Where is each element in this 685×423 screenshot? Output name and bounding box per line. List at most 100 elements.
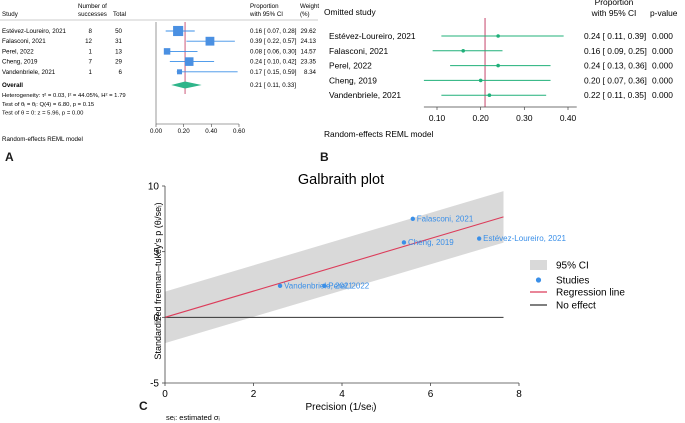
a-study-ci-text: 0.39 [ 0.22, 0.57] — [250, 38, 297, 45]
a-stat-line: Heterogeneity: τ² = 0.03, I² = 44.05%, H… — [2, 93, 126, 99]
a-study-name: Falasconi, 2021 — [2, 38, 46, 45]
a-study-weight: 29.62 — [301, 28, 317, 35]
c-x-tick-label: 8 — [516, 389, 522, 400]
c-study-label: Cheng, 2019 — [408, 238, 454, 247]
a-header-successes-2: successes — [78, 11, 107, 18]
a-x-tick-label: 0.00 — [150, 128, 163, 135]
c-y-tick-label: 0 — [153, 313, 159, 324]
a-study-total: 29 — [115, 59, 122, 66]
b-x-tick-label: 0.10 — [429, 113, 446, 123]
c-y-tick-label: 10 — [148, 182, 160, 193]
c-study-point — [476, 236, 482, 241]
a-study-weight: 8.34 — [304, 69, 317, 76]
a-footnote: Random-effects REML model — [2, 136, 83, 143]
a-study-total: 31 — [115, 38, 122, 45]
a-study-square — [173, 25, 184, 37]
panel-label-c: C — [139, 399, 148, 413]
a-study-name: Perel, 2022 — [2, 48, 34, 55]
a-study-square — [163, 48, 171, 55]
a-study-successes: 12 — [85, 38, 92, 45]
a-study-total: 50 — [115, 28, 122, 35]
b-study-pvalue: 0.000 — [652, 75, 673, 85]
a-study-weight: 24.13 — [301, 38, 317, 45]
b-study-pvalue: 0.000 — [652, 46, 673, 56]
a-study-weight: 14.57 — [301, 48, 317, 55]
b-study-name: Vandenbriele, 2021 — [329, 90, 401, 100]
a-study-total: 13 — [115, 48, 122, 55]
c-study-label: Perel, 2022 — [328, 281, 369, 290]
b-x-tick-label: 0.30 — [516, 113, 533, 123]
a-header-total: Total — [113, 11, 126, 18]
b-study-point — [496, 63, 500, 68]
b-header-pvalue: p-value — [650, 8, 678, 18]
c-x-tick-label: 2 — [251, 389, 257, 400]
a-x-tick-label: 0.60 — [233, 128, 246, 135]
c-y-tick-label: -5 — [150, 379, 159, 390]
c-study-label: Vandenbriele, 2021 — [284, 281, 353, 290]
a-study-successes: 1 — [89, 69, 93, 76]
a-header-prop-2: with 95% CI — [249, 11, 283, 18]
a-study-ci-text: 0.24 [ 0.10, 0.42] — [250, 59, 297, 66]
b-study-point — [461, 49, 466, 53]
b-study-point — [487, 93, 492, 97]
c-legend-label: No effect — [556, 301, 596, 312]
b-study-point — [496, 34, 500, 38]
c-legend-swatch — [535, 277, 542, 283]
c-y-label: Standardized freeman–tukey's p (θᵢ/seᵢ) — [153, 202, 163, 359]
b-header-prop-2: with 95% CI — [591, 8, 637, 18]
a-overall-ci-text: 0.21 [ 0.11, 0.33] — [250, 82, 296, 89]
c-title: Galbraith plot — [298, 172, 384, 188]
a-study-successes: 7 — [89, 59, 93, 66]
a-study-name: Cheng, 2019 — [2, 59, 38, 66]
c-x-tick-label: 6 — [428, 389, 434, 400]
a-header-successes: Number of — [78, 3, 107, 10]
b-header-prop: Proportion — [595, 0, 634, 7]
b-study-pvalue: 0.000 — [652, 31, 673, 41]
a-study-square — [205, 36, 215, 46]
c-study-point — [401, 240, 407, 245]
b-study-ci-text: 0.24 [ 0.11, 0.39] — [584, 31, 646, 41]
a-study-name: Vandenbriele, 2021 — [2, 69, 56, 76]
b-study-name: Cheng, 2019 — [329, 75, 377, 85]
c-legend-label: Studies — [556, 276, 589, 287]
a-study-weight: 23.35 — [301, 59, 317, 66]
a-header-weight-2: (%) — [300, 11, 310, 18]
a-stat-line: Test of θ = 0: z = 5.96, p = 0.00 — [2, 111, 84, 117]
a-x-tick-label: 0.20 — [178, 128, 191, 135]
c-study-label: Falasconi, 2021 — [417, 214, 474, 223]
a-study-total: 6 — [119, 69, 123, 76]
a-study-square — [177, 69, 183, 75]
a-header-weight: Weight — [300, 3, 319, 10]
b-study-ci-text: 0.16 [ 0.09, 0.25] — [584, 46, 647, 56]
c-legend-label: Regression line — [556, 288, 625, 299]
a-study-name: Estévez-Loureiro, 2021 — [2, 28, 67, 35]
a-header-study: Study — [2, 11, 19, 18]
c-study-point — [277, 283, 283, 289]
c-x-tick-label: 4 — [339, 389, 345, 400]
b-x-tick-label: 0.40 — [560, 113, 577, 123]
b-study-name: Estévez-Loureiro, 2021 — [329, 31, 416, 41]
a-overall-label: Overall — [2, 82, 23, 89]
b-study-ci-text: 0.20 [ 0.07, 0.36] — [584, 75, 647, 85]
b-x-tick-label: 0.20 — [473, 113, 490, 123]
panel-label-b: B — [320, 150, 329, 164]
a-overall-diamond — [171, 81, 202, 89]
a-study-ci-text: 0.16 [ 0.07, 0.28] — [250, 28, 297, 35]
a-stat-line: Test of θᵢ = θⱼ: Q(4) = 6.80, p = 0.15 — [2, 102, 95, 108]
c-study-label: Estévez-Loureiro, 2021 — [483, 234, 566, 243]
c-legend-label: 95% CI — [556, 261, 589, 272]
b-study-ci-text: 0.22 [ 0.11, 0.35] — [584, 90, 646, 100]
c-study-point — [410, 216, 415, 222]
c-x-label: Precision (1/seᵢ) — [305, 402, 376, 413]
c-study-point — [322, 283, 327, 289]
a-study-successes: 1 — [89, 48, 93, 55]
c-x-tick-label: 0 — [162, 389, 168, 400]
b-header-study: Omitted study — [324, 7, 376, 17]
a-header-prop: Proportion — [250, 3, 279, 10]
a-study-successes: 8 — [89, 28, 93, 35]
b-study-name: Falasconi, 2021 — [329, 46, 388, 56]
b-study-name: Perel, 2022 — [329, 61, 372, 71]
b-study-pvalue: 0.000 — [652, 61, 673, 71]
c-regression-line — [164, 216, 504, 318]
